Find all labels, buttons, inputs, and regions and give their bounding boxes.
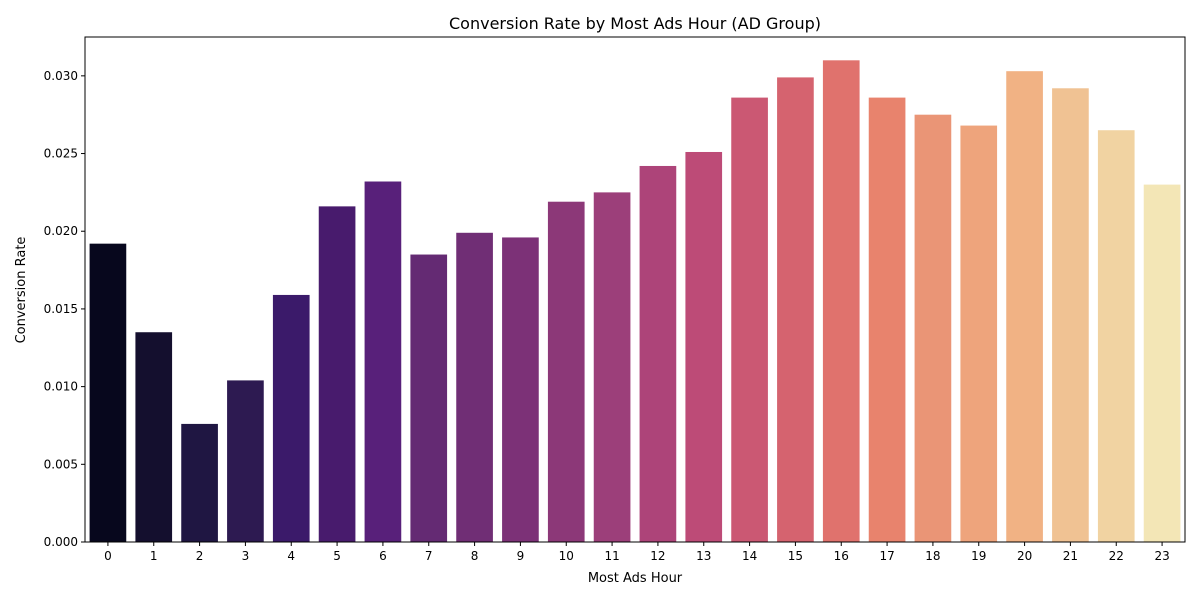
x-tick-label: 21 <box>1063 549 1078 563</box>
bar-hour-17 <box>868 97 906 542</box>
bar-hour-0 <box>89 243 127 542</box>
bar-hour-4 <box>272 294 310 542</box>
x-axis-label: Most Ads Hour <box>588 571 683 586</box>
bar-hour-23 <box>1143 184 1181 542</box>
x-tick-label: 23 <box>1154 549 1169 563</box>
x-tick-label: 11 <box>604 549 619 563</box>
bar-hour-11 <box>593 192 631 542</box>
x-tick-label: 13 <box>696 549 711 563</box>
y-tick-label: 0.010 <box>44 380 78 394</box>
x-tick-label: 1 <box>150 549 158 563</box>
x-tick-label: 9 <box>517 549 525 563</box>
x-tick-label: 17 <box>879 549 894 563</box>
x-tick-label: 16 <box>834 549 849 563</box>
y-tick-label: 0.000 <box>44 535 78 549</box>
bar-hour-6 <box>364 181 402 542</box>
bar-hour-15 <box>777 77 814 543</box>
y-axis-label: Conversion Rate <box>14 237 29 344</box>
x-tick-label: 2 <box>196 549 204 563</box>
y-tick-label: 0.030 <box>44 69 78 83</box>
x-tick-label: 12 <box>650 549 665 563</box>
x-tick-label: 19 <box>971 549 986 563</box>
y-axis: 0.000 0.005 0.010 0.015 0.020 0.025 0.030 <box>44 69 85 549</box>
x-tick-label: 18 <box>925 549 940 563</box>
bar-hour-20 <box>1006 71 1043 542</box>
bar-hour-21 <box>1052 88 1089 543</box>
bar-hour-12 <box>639 165 677 542</box>
bar-hour-18 <box>914 114 952 542</box>
x-tick-label: 3 <box>242 549 250 563</box>
x-tick-label: 15 <box>788 549 803 563</box>
bar-hour-3 <box>227 380 264 542</box>
plot-frame <box>84 36 1186 543</box>
bar-hour-14 <box>731 97 768 542</box>
bar-hour-16 <box>822 60 860 543</box>
y-tick-label: 0.015 <box>44 302 78 316</box>
x-axis: 0 1 2 3 4 5 6 7 8 9 10 11 12 13 14 15 16 17 18 19 20 21 22 23 <box>104 542 1170 563</box>
x-tick-label: 8 <box>471 549 479 563</box>
x-tick-label: 4 <box>287 549 295 563</box>
x-tick-label: 14 <box>742 549 757 563</box>
y-tick-label: 0.005 <box>44 457 78 471</box>
bar-hour-9 <box>502 237 539 542</box>
x-tick-label: 0 <box>104 549 112 563</box>
chart-title: Conversion Rate by Most Ads Hour (AD Gro… <box>449 14 821 33</box>
x-tick-label: 6 <box>379 549 387 563</box>
y-tick-label: 0.025 <box>44 147 78 161</box>
bar-hour-10 <box>547 201 585 542</box>
bar-hour-1 <box>135 332 173 542</box>
y-tick-label: 0.020 <box>44 224 78 238</box>
x-tick-label: 7 <box>425 549 433 563</box>
x-tick-label: 20 <box>1017 549 1032 563</box>
bar-hour-22 <box>1097 130 1135 542</box>
bar-hour-2 <box>181 423 218 542</box>
bar-hour-5 <box>318 206 356 542</box>
bars-group <box>89 60 1181 543</box>
bar-hour-19 <box>960 125 998 543</box>
x-tick-label: 22 <box>1109 549 1124 563</box>
bar-hour-8 <box>456 232 493 543</box>
bar-hour-7 <box>410 254 448 543</box>
x-tick-label: 5 <box>333 549 341 563</box>
bar-hour-13 <box>685 151 723 542</box>
x-tick-label: 10 <box>559 549 574 563</box>
